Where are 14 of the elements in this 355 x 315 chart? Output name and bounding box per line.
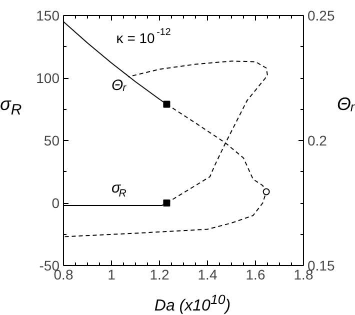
- text: σ$_{R}$: [0, 93, 22, 121]
- x-axis-title: Da (x10$^{10}$): [154, 291, 231, 315]
- y-tick-label: 0: [52, 195, 60, 211]
- x-tick-label: 1.6: [246, 266, 266, 282]
- annotation: Θᵣ: [112, 77, 128, 94]
- x-tick-label: 1.2: [150, 266, 170, 282]
- y2-tick-label: 0.2: [308, 132, 328, 148]
- y-tick-label: 50: [44, 132, 60, 148]
- y2-tick-label: 0.25: [308, 8, 335, 24]
- x-tick-label: 1: [108, 266, 116, 282]
- y2-axis-title: Θᵣ: [337, 93, 354, 116]
- y-tick-label: 100: [36, 70, 60, 86]
- y-tick-label: 150: [36, 8, 60, 24]
- x-tick-label: 1.4: [198, 266, 218, 282]
